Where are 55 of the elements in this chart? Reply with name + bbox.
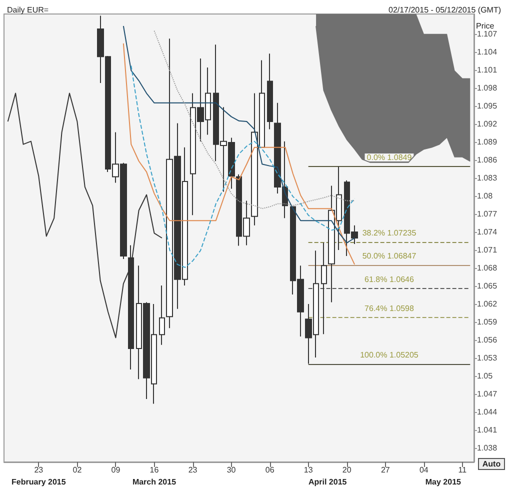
y-tick-label: 1.041 — [477, 426, 498, 435]
text: May 2015 — [425, 478, 462, 486]
x-tick-label: 06 — [265, 466, 275, 474]
y-tick-label: 1.098 — [477, 83, 498, 92]
y-tick-label: 1.05 — [477, 372, 494, 381]
text: February 2015 — [12, 478, 66, 486]
y-tick-label: 1.056 — [477, 336, 498, 345]
y-tick-label: 1.074 — [477, 227, 498, 236]
y-tick-label: 1.038 — [477, 444, 498, 453]
y-tick-label: 1.104 — [477, 47, 498, 56]
y-tick-label: 1.053 — [477, 354, 498, 363]
ref-line-label: 76.4% 1.0598 — [364, 304, 414, 313]
text: April 2015 — [308, 478, 348, 486]
chart-title: Daily EUR= — [7, 6, 49, 14]
x-tick-label: 09 — [111, 466, 121, 474]
line-series — [122, 26, 356, 244]
y-tick-label: 1.092 — [477, 119, 498, 128]
y-tick-label: 1.086 — [477, 155, 498, 164]
ref-line-label: 38.2% 1.07235 — [362, 228, 417, 238]
candlestick — [159, 284, 165, 346]
x-tick-label: 23 — [34, 466, 44, 474]
y-tick-label: 1.083 — [477, 173, 498, 182]
x-tick-label: 27 — [380, 466, 390, 474]
y-tick-label: 1.095 — [477, 101, 498, 110]
ref-line-label: 0.0% 1.0849 — [366, 153, 412, 162]
candlestick — [321, 242, 327, 335]
text: March 2015 — [132, 478, 177, 486]
y-tick-label: 1.068 — [477, 264, 498, 273]
x-tick-label: 11 — [458, 466, 468, 474]
ref-line-label: 50.0% 1.06847 — [362, 252, 417, 261]
y-tick-label: 1.08 — [477, 191, 494, 200]
line-series — [154, 30, 356, 210]
y-tick-label: 1.047 — [477, 390, 498, 399]
x-tick-label: 16 — [150, 466, 160, 474]
x-tick-label: 23 — [188, 466, 198, 474]
y-tick-label: 1.044 — [477, 408, 498, 417]
x-tick-label: 13 — [304, 466, 314, 474]
y-tick-label: 1.089 — [477, 137, 498, 146]
y-tick-label: 1.065 — [477, 282, 498, 291]
chart-subtitle: 02/17/2015 - 05/12/2015 (GMT) — [388, 6, 502, 14]
y-axis-title: Price — [476, 21, 495, 30]
ref-line-label: 61.8% 1.0646 — [364, 274, 414, 284]
y-tick-label: 1.062 — [477, 300, 498, 309]
candlestick — [267, 53, 273, 130]
y-tick-label: 1.101 — [477, 65, 498, 74]
x-tick-label: 30 — [226, 466, 236, 474]
y-tick-label: 1.071 — [477, 246, 498, 255]
text: Auto — [482, 460, 501, 468]
y-tick-label: 1.107 — [477, 29, 498, 38]
ref-line-label: 100.0% 1.05205 — [360, 350, 419, 360]
y-tick-label: 1.077 — [477, 209, 498, 218]
x-tick-label: 04 — [419, 466, 429, 474]
x-tick-label: 02 — [72, 466, 82, 474]
y-tick-label: 1.059 — [477, 318, 498, 327]
x-tick-label: 20 — [342, 466, 352, 474]
